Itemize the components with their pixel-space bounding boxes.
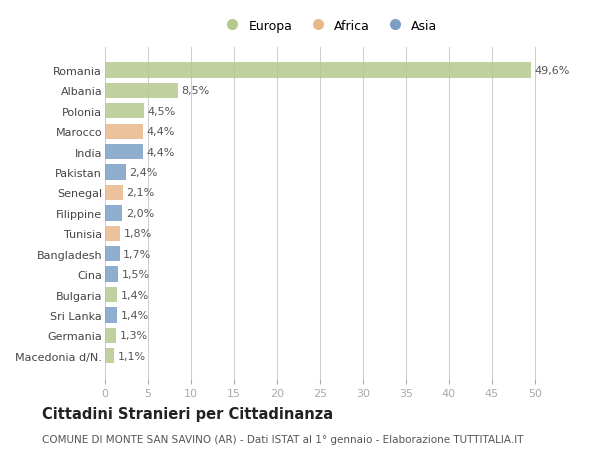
Text: 8,5%: 8,5% — [182, 86, 210, 96]
Bar — [105, 84, 178, 99]
Bar — [105, 308, 117, 323]
Bar — [105, 63, 532, 78]
Bar — [105, 185, 123, 201]
Text: 4,4%: 4,4% — [146, 147, 175, 157]
Text: 4,5%: 4,5% — [147, 106, 175, 117]
Text: 49,6%: 49,6% — [535, 66, 570, 76]
Text: 1,1%: 1,1% — [118, 351, 146, 361]
Text: 1,7%: 1,7% — [123, 249, 151, 259]
Bar — [105, 226, 121, 241]
Text: COMUNE DI MONTE SAN SAVINO (AR) - Dati ISTAT al 1° gennaio - Elaborazione TUTTIT: COMUNE DI MONTE SAN SAVINO (AR) - Dati I… — [42, 434, 523, 444]
Bar — [105, 348, 115, 364]
Bar — [105, 328, 116, 343]
Bar — [105, 287, 117, 302]
Bar — [105, 104, 143, 119]
Text: 2,4%: 2,4% — [129, 168, 157, 178]
Text: 1,4%: 1,4% — [121, 310, 149, 320]
Legend: Europa, Africa, Asia: Europa, Africa, Asia — [215, 15, 442, 38]
Text: 4,4%: 4,4% — [146, 127, 175, 137]
Text: 1,3%: 1,3% — [119, 330, 148, 341]
Bar — [105, 145, 143, 160]
Bar — [105, 267, 118, 282]
Text: 1,8%: 1,8% — [124, 229, 152, 239]
Bar — [105, 165, 125, 180]
Bar — [105, 246, 119, 262]
Bar — [105, 206, 122, 221]
Text: Cittadini Stranieri per Cittadinanza: Cittadini Stranieri per Cittadinanza — [42, 406, 333, 421]
Text: 2,1%: 2,1% — [127, 188, 155, 198]
Text: 1,5%: 1,5% — [121, 269, 149, 280]
Bar — [105, 124, 143, 140]
Text: 1,4%: 1,4% — [121, 290, 149, 300]
Text: 2,0%: 2,0% — [125, 208, 154, 218]
